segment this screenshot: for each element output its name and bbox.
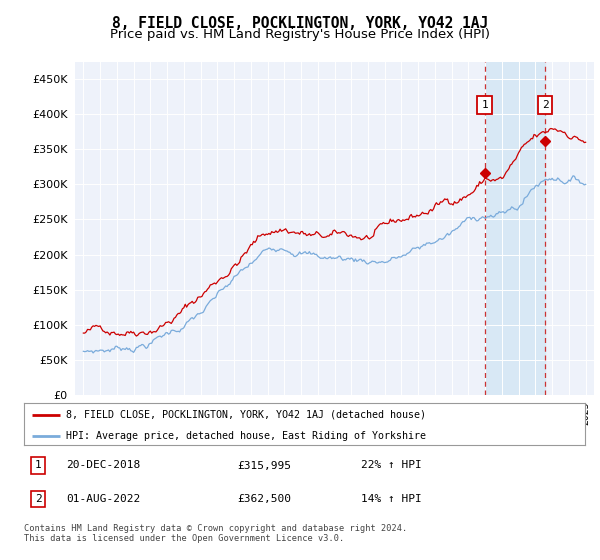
Text: 1: 1 (481, 100, 488, 110)
Text: 2: 2 (542, 100, 548, 110)
Text: £315,995: £315,995 (237, 460, 291, 470)
Text: HPI: Average price, detached house, East Riding of Yorkshire: HPI: Average price, detached house, East… (66, 431, 426, 441)
Text: £362,500: £362,500 (237, 494, 291, 504)
Text: 01-AUG-2022: 01-AUG-2022 (66, 494, 140, 504)
Text: 22% ↑ HPI: 22% ↑ HPI (361, 460, 421, 470)
Text: 8, FIELD CLOSE, POCKLINGTON, YORK, YO42 1AJ (detached house): 8, FIELD CLOSE, POCKLINGTON, YORK, YO42 … (66, 409, 426, 419)
Text: Contains HM Land Registry data © Crown copyright and database right 2024.
This d: Contains HM Land Registry data © Crown c… (24, 524, 407, 543)
Text: 1: 1 (35, 460, 41, 470)
Text: 14% ↑ HPI: 14% ↑ HPI (361, 494, 421, 504)
Text: Price paid vs. HM Land Registry's House Price Index (HPI): Price paid vs. HM Land Registry's House … (110, 28, 490, 41)
Text: 2: 2 (35, 494, 41, 504)
Text: 20-DEC-2018: 20-DEC-2018 (66, 460, 140, 470)
Bar (485, 62, 545, 395)
Text: 8, FIELD CLOSE, POCKLINGTON, YORK, YO42 1AJ: 8, FIELD CLOSE, POCKLINGTON, YORK, YO42 … (112, 16, 488, 31)
